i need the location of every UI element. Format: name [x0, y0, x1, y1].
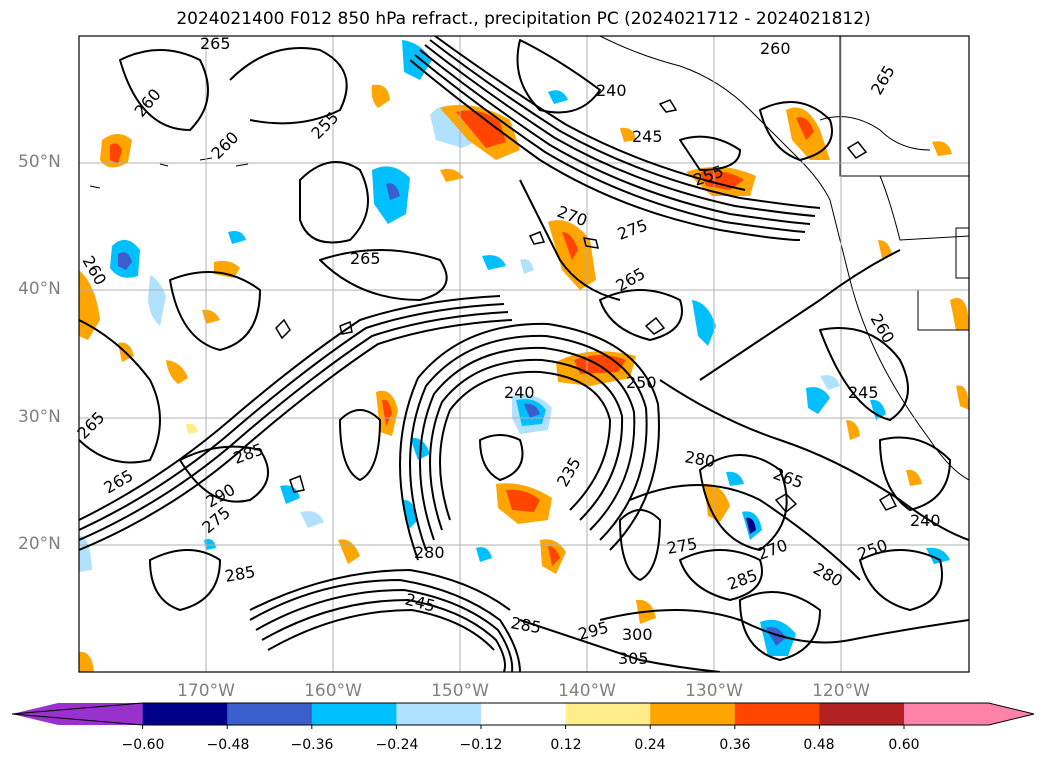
colorbar-swatch [227, 703, 313, 725]
colorbar-swatch [481, 703, 567, 725]
colorbar-swatch [819, 703, 905, 725]
lat-label: 20°N [18, 534, 61, 554]
colorbar-swatch [734, 703, 820, 725]
lon-label: 160°W [304, 681, 362, 701]
colorbar-tick-label: 0.24 [634, 737, 666, 753]
colorbar-tick-label: 0.48 [803, 737, 835, 753]
contour-label: 240 [910, 511, 941, 530]
lon-label: 140°W [558, 681, 616, 701]
colorbar-extend-high [904, 703, 1034, 725]
lon-label: 170°W [177, 681, 235, 701]
colorbar [11, 702, 1035, 729]
refractivity-contours [79, 36, 969, 672]
contour-label: 260 [760, 39, 791, 58]
contour-label: 250 [626, 373, 657, 392]
contour-label: 300 [622, 625, 653, 644]
colorbar-swatch [311, 703, 397, 725]
contour-label: 240 [596, 81, 627, 100]
colorbar-tick-label: −0.12 [459, 737, 503, 753]
colorbar-tick-label: 0.60 [888, 737, 920, 753]
colorbar-swatch [565, 703, 651, 725]
small-contours [275, 99, 898, 514]
contour-label: 305 [618, 649, 649, 668]
contour-label: 280 [414, 543, 445, 562]
lat-label: 50°N [18, 152, 61, 172]
contour-label: 240 [504, 383, 535, 402]
contour-label: 265 [350, 249, 381, 268]
colorbar-extend-low [12, 703, 143, 725]
colorbar-swatch [650, 703, 736, 725]
lat-label: 30°N [18, 407, 61, 427]
colorbar-tick-label: −0.60 [121, 737, 165, 753]
contour-label: 265 [200, 34, 231, 53]
precip-shading [79, 40, 969, 672]
map-border [78, 35, 970, 673]
lon-label: 150°W [431, 681, 489, 701]
colorbar-swatch [142, 703, 228, 725]
colorbar-tick-label: 0.12 [550, 737, 582, 753]
contour-label: 245 [848, 383, 879, 402]
colorbar-tick-label: 0.36 [719, 737, 751, 753]
colorbar-tick-label: −0.48 [206, 737, 250, 753]
colorbar-tick-label: −0.24 [375, 737, 419, 753]
lat-label: 40°N [18, 279, 61, 299]
colorbar-tick-label: −0.36 [290, 737, 334, 753]
lon-label: 130°W [685, 681, 743, 701]
contour-label: 245 [632, 127, 663, 146]
map-title: 2024021400 F012 850 hPa refract., precip… [176, 9, 871, 29]
lon-label: 120°W [812, 681, 870, 701]
colorbar-swatch [396, 703, 482, 725]
